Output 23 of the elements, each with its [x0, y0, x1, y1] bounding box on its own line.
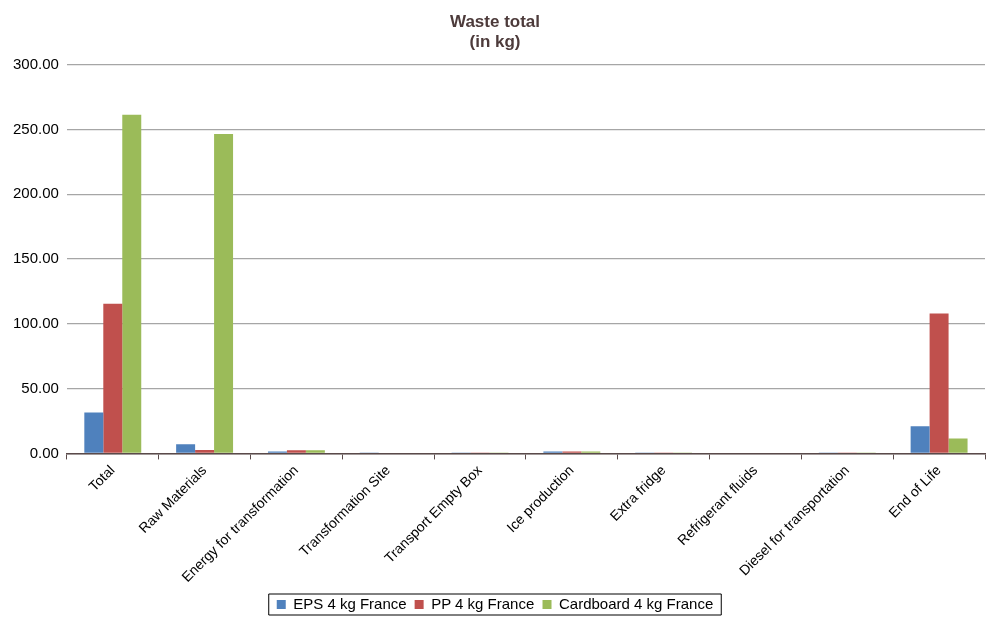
bar [195, 450, 215, 453]
bar [84, 412, 104, 453]
y-tick-label: 150.00 [12, 249, 59, 267]
text: Waste total [449, 11, 541, 31]
bar [286, 450, 306, 453]
bar [103, 303, 123, 453]
y-tick-label: 0.00 [29, 443, 59, 461]
y-tick-label: 300.00 [12, 54, 59, 72]
bar [176, 444, 196, 453]
bar [910, 426, 930, 453]
y-tick-label: 250.00 [12, 119, 59, 137]
bar [214, 134, 234, 453]
text: (in kg) [469, 32, 521, 52]
bar [948, 438, 968, 453]
y-tick-label: 50.00 [21, 378, 59, 396]
bar [305, 450, 325, 453]
bar [929, 313, 949, 453]
legend-label: PP 4 kg France [431, 594, 535, 612]
legend-label: EPS 4 kg France [293, 594, 407, 612]
legend-label: Cardboard 4 kg France [559, 594, 714, 612]
y-tick-label: 200.00 [12, 184, 59, 202]
y-tick-label: 100.00 [12, 314, 59, 332]
bar [122, 114, 142, 453]
